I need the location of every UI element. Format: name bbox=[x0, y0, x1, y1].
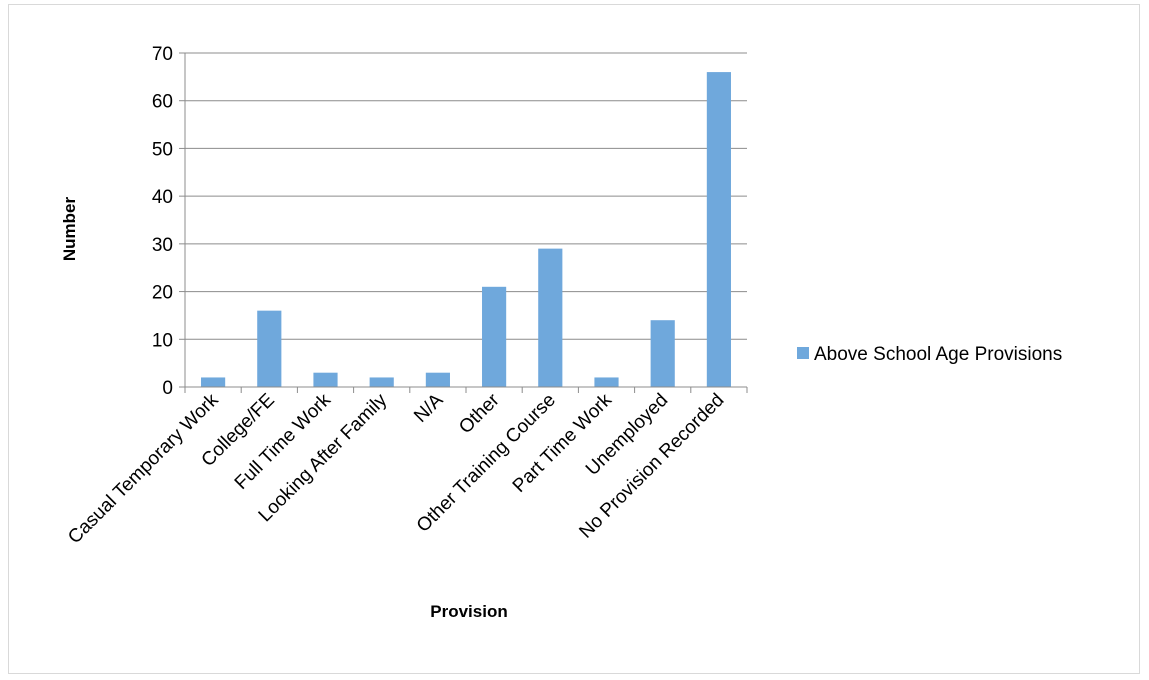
x-tick-label: Full Time Work bbox=[231, 389, 336, 494]
bar-chart: 0 10 20 30 40 50 60 70 Casual Temporary WorkCol… bbox=[60, 44, 1062, 621]
bar bbox=[594, 377, 619, 387]
bar bbox=[425, 372, 450, 387]
y-tick-label: 60 bbox=[152, 92, 173, 113]
bar bbox=[706, 72, 731, 387]
legend-label: Above School Age Provisions bbox=[814, 344, 1062, 365]
bar bbox=[538, 248, 563, 387]
y-tick-label: 70 bbox=[152, 44, 173, 65]
bar bbox=[482, 286, 507, 387]
bar bbox=[257, 310, 282, 387]
bar bbox=[369, 377, 394, 387]
y-tick-label: 10 bbox=[152, 330, 173, 351]
legend-swatch bbox=[797, 347, 809, 359]
y-tick-label: 20 bbox=[152, 283, 173, 304]
bar bbox=[313, 372, 338, 387]
x-tick-label: Casual Temporary Work bbox=[64, 389, 223, 548]
x-tick-label: N/A bbox=[410, 389, 447, 426]
legend: Above School Age Provisions bbox=[797, 344, 1062, 365]
x-tick-label: Part Time Work bbox=[509, 389, 617, 497]
y-axis-title: Number bbox=[60, 197, 79, 262]
y-tick-label: 0 bbox=[162, 378, 173, 399]
bars bbox=[201, 72, 731, 387]
bar bbox=[201, 377, 226, 387]
bar bbox=[650, 320, 675, 387]
x-tick-label: Other bbox=[455, 389, 504, 438]
y-tick-label: 50 bbox=[152, 139, 173, 160]
chart-area: 0 10 20 30 40 50 60 70 Casual Temporary Work Col… bbox=[8, 4, 1140, 674]
y-tick-label: 40 bbox=[152, 187, 173, 208]
x-axis-title: Provision bbox=[430, 602, 507, 621]
axes bbox=[179, 52, 748, 393]
y-tick-label: 30 bbox=[152, 235, 173, 256]
y-tick-labels: 0 10 20 30 40 50 60 70 bbox=[152, 44, 173, 399]
gridlines bbox=[185, 52, 747, 340]
